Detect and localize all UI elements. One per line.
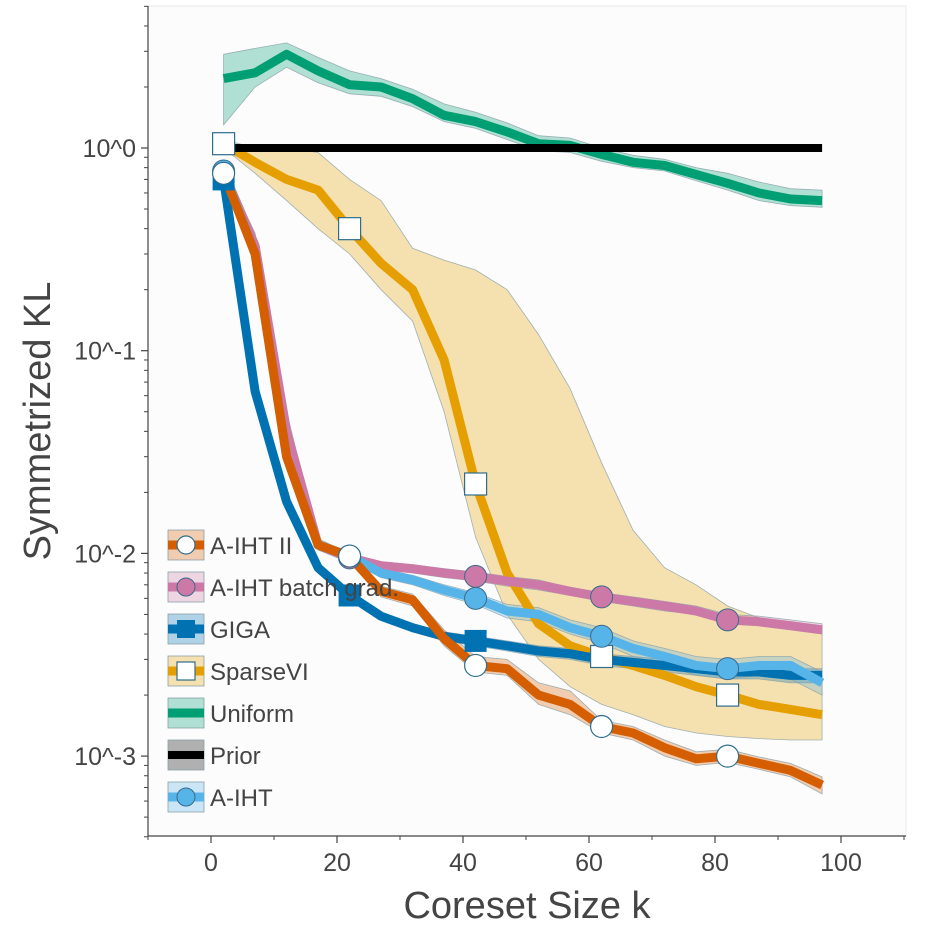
legend-swatch-marker xyxy=(176,577,196,597)
sparsevi-marker xyxy=(589,644,614,669)
legend-label: Prior xyxy=(210,743,261,770)
a-iht-marker xyxy=(716,657,740,681)
legend-label: A-IHT II xyxy=(210,533,292,560)
legend-item-giga: GIGA xyxy=(167,613,270,645)
a-iht-band xyxy=(223,166,823,696)
x-axis-title: Coreset Size k xyxy=(403,885,651,927)
y-tick-label: 10^-3 xyxy=(74,743,136,771)
series-markers xyxy=(212,132,740,768)
sparsevi-marker xyxy=(338,217,362,241)
legend-label: A-IHT batch grad. xyxy=(210,575,399,602)
a-iht-marker xyxy=(590,624,614,648)
legend-swatch-marker xyxy=(176,787,196,807)
y-axis-title: Symmetrized KL xyxy=(17,282,59,561)
y-tick-label: 10^-2 xyxy=(74,540,136,568)
x-tick-label: 0 xyxy=(204,849,218,877)
legend-label: A-IHT xyxy=(210,785,273,812)
sparsevi-band xyxy=(223,139,823,741)
uniform-line xyxy=(222,49,823,206)
legend-swatch-marker xyxy=(176,535,196,555)
legend-item-a-iht-ii: A-IHT II xyxy=(167,529,292,561)
y-tick-label: 10^0 xyxy=(83,135,136,163)
legend-item-a-iht: A-IHT xyxy=(167,781,273,813)
x-tick-label: 80 xyxy=(701,849,729,877)
a-iht-ii-marker xyxy=(338,544,362,568)
a-iht-batch-grad-marker xyxy=(590,585,614,609)
a-iht-ii-band xyxy=(223,169,823,795)
sparsevi-marker xyxy=(715,683,740,707)
legend-label: GIGA xyxy=(210,617,270,644)
giga-marker xyxy=(464,629,487,652)
x-tick-label: 40 xyxy=(449,849,477,877)
legend: A-IHT II A-IHT batch grad. GIGA SparseVI Uni… xyxy=(167,529,399,813)
x-tick-label: 20 xyxy=(323,849,351,877)
legend-label: SparseVI xyxy=(210,659,309,686)
legend-item-prior: Prior xyxy=(167,739,261,771)
sparsevi-marker xyxy=(464,472,488,496)
legend-item-sparsevi: SparseVI xyxy=(167,655,309,687)
legend-swatch-marker xyxy=(176,661,196,681)
legend-swatch-marker xyxy=(177,620,195,638)
a-iht-batch-grad-marker xyxy=(716,608,740,632)
giga-marker xyxy=(338,584,361,607)
a-iht-ii-marker xyxy=(464,653,488,678)
legend-item-a-iht-batch-grad: A-IHT batch grad. xyxy=(167,571,399,603)
a-iht-marker xyxy=(464,586,488,610)
a-iht-batch-grad-marker xyxy=(464,564,488,588)
y-tick-label: 10^-1 xyxy=(74,338,136,366)
legend-label: Uniform xyxy=(210,701,294,728)
a-iht-ii-marker xyxy=(589,714,614,739)
x-tick-label: 100 xyxy=(820,849,862,877)
x-tick-label: 60 xyxy=(575,849,603,877)
a-iht-ii-marker xyxy=(212,161,236,185)
sparsevi-marker xyxy=(212,132,236,156)
axes: 0 20 40 60 80 100 10^0 10^-1 10^-2 10^-3 xyxy=(74,5,906,877)
legend-item-uniform: Uniform xyxy=(167,697,294,729)
a-iht-ii-marker xyxy=(715,744,740,768)
